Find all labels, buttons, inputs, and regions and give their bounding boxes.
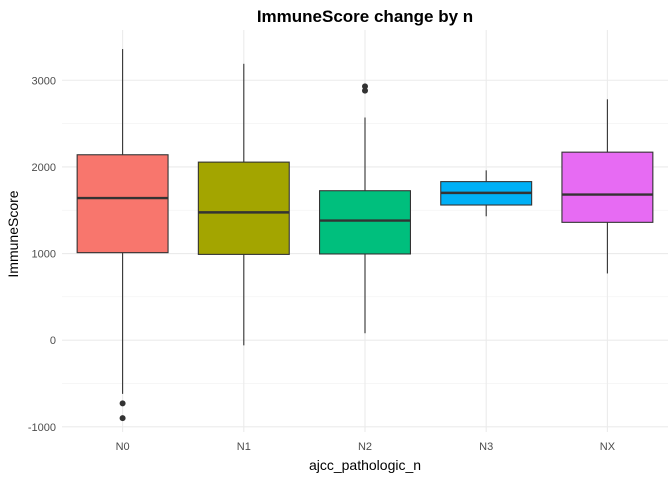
box-iqr [561,151,654,223]
outlier-point [119,415,126,422]
y-tick-label: 3000 [32,75,56,87]
x-tick-label: N1 [237,441,251,453]
box-n3 [440,170,533,217]
x-tick-label: N2 [358,441,372,453]
y-tick-label: 0 [50,335,56,347]
box-n0 [76,49,169,422]
x-tick-label: N3 [479,441,493,453]
box-iqr [318,190,411,255]
box-nx [561,99,654,274]
box-iqr [76,154,169,254]
x-tick-label: NX [600,441,616,453]
y-tick-label: -1000 [28,422,56,434]
x-tick-label: N0 [116,441,130,453]
boxes-layer [76,49,654,422]
box-n1 [197,63,290,346]
y-tick-label: 2000 [32,162,56,174]
y-axis-title: ImmuneScore [5,190,21,277]
outlier-point [362,83,368,90]
box-iqr [197,161,290,255]
outlier-point [362,87,368,94]
y-tick-label: 1000 [32,249,56,261]
y-axis-ticks: -1000 0 1000 2000 3000 [28,75,56,434]
chart-title: ImmuneScore change by n [257,7,473,26]
x-axis-title: ajcc_pathologic_n [309,457,421,473]
outlier-point [119,400,126,407]
box-n2 [318,83,411,334]
x-axis-ticks: N0 N1 N2 N3 NX [116,441,616,453]
